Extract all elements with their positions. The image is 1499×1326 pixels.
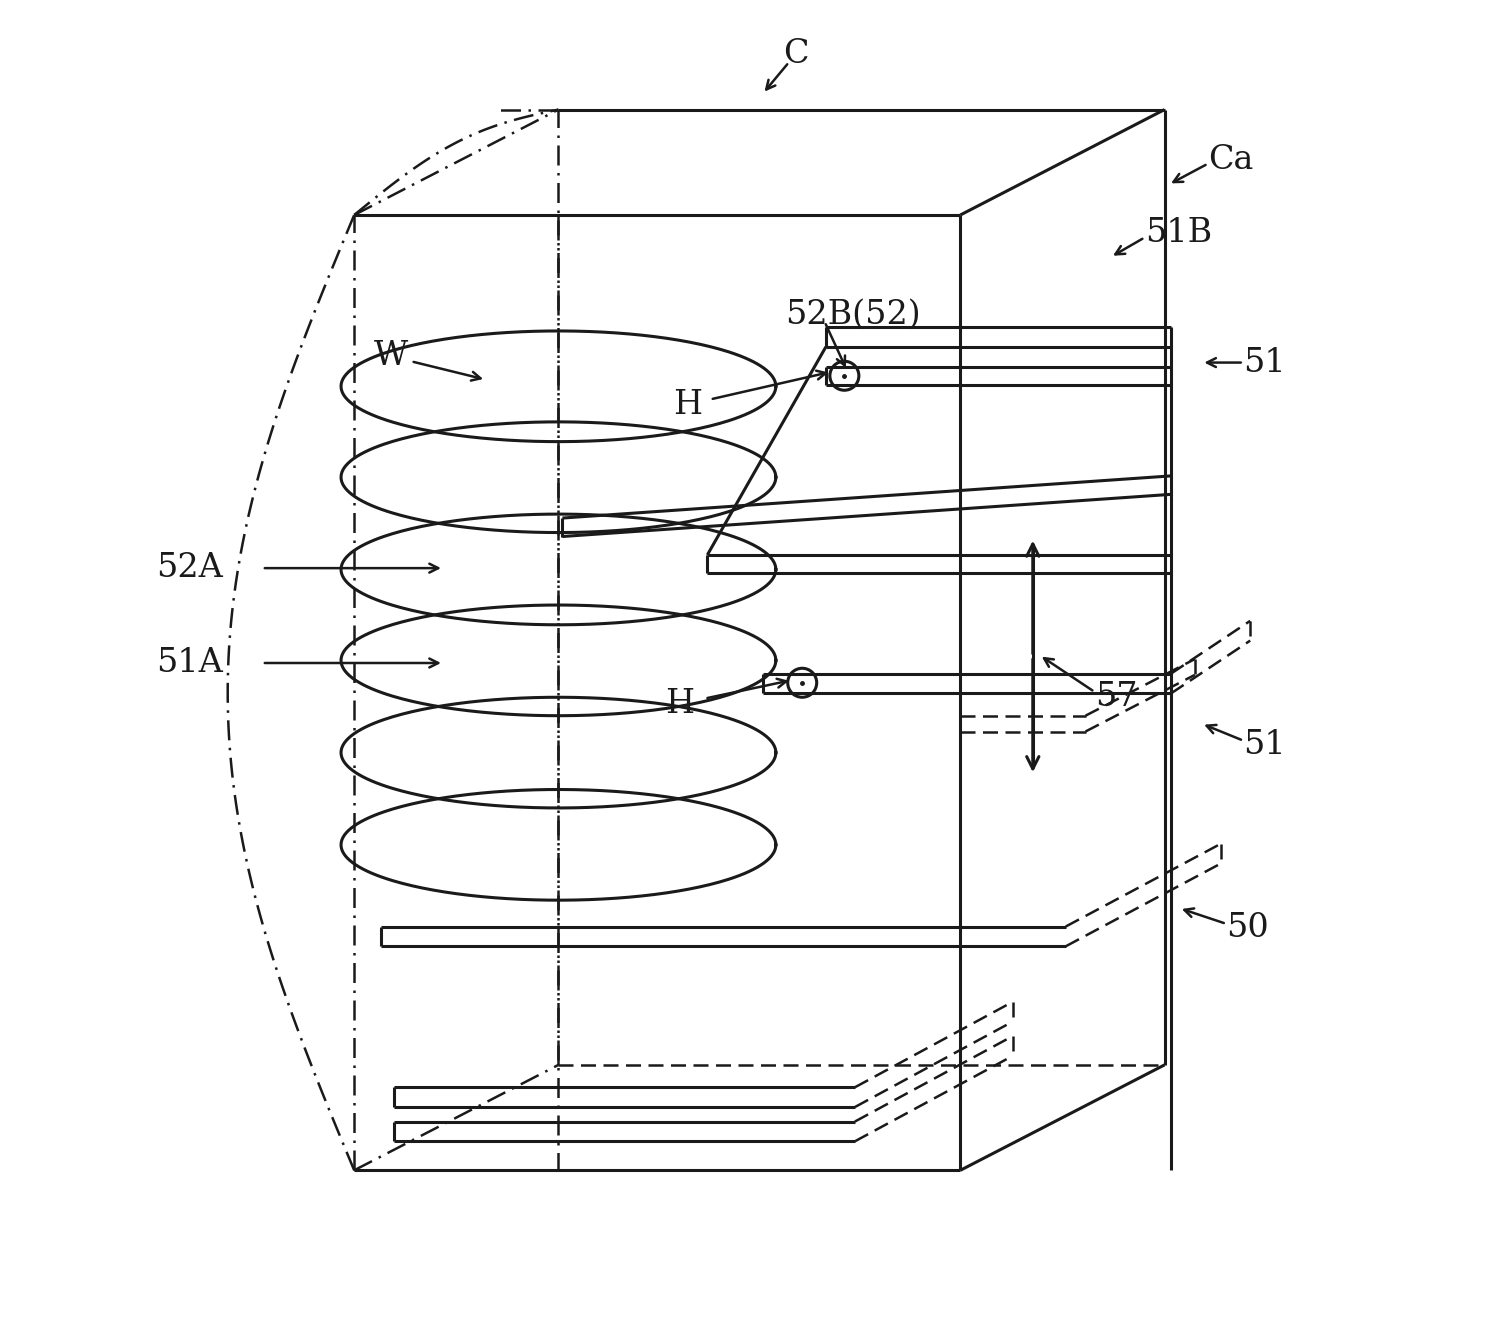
Text: Ca: Ca (1208, 143, 1253, 175)
Text: C: C (782, 38, 808, 70)
Text: 51: 51 (1244, 346, 1286, 378)
Text: H: H (666, 688, 694, 720)
Text: 51B: 51B (1145, 217, 1211, 249)
Text: 52A: 52A (156, 552, 223, 585)
Text: H: H (673, 389, 702, 420)
Text: 52B(52): 52B(52) (785, 300, 920, 332)
Text: 57: 57 (1094, 682, 1138, 713)
Text: W: W (373, 339, 408, 373)
Text: 51A: 51A (156, 647, 223, 679)
Text: 50: 50 (1226, 912, 1270, 944)
Text: 51: 51 (1244, 729, 1286, 761)
